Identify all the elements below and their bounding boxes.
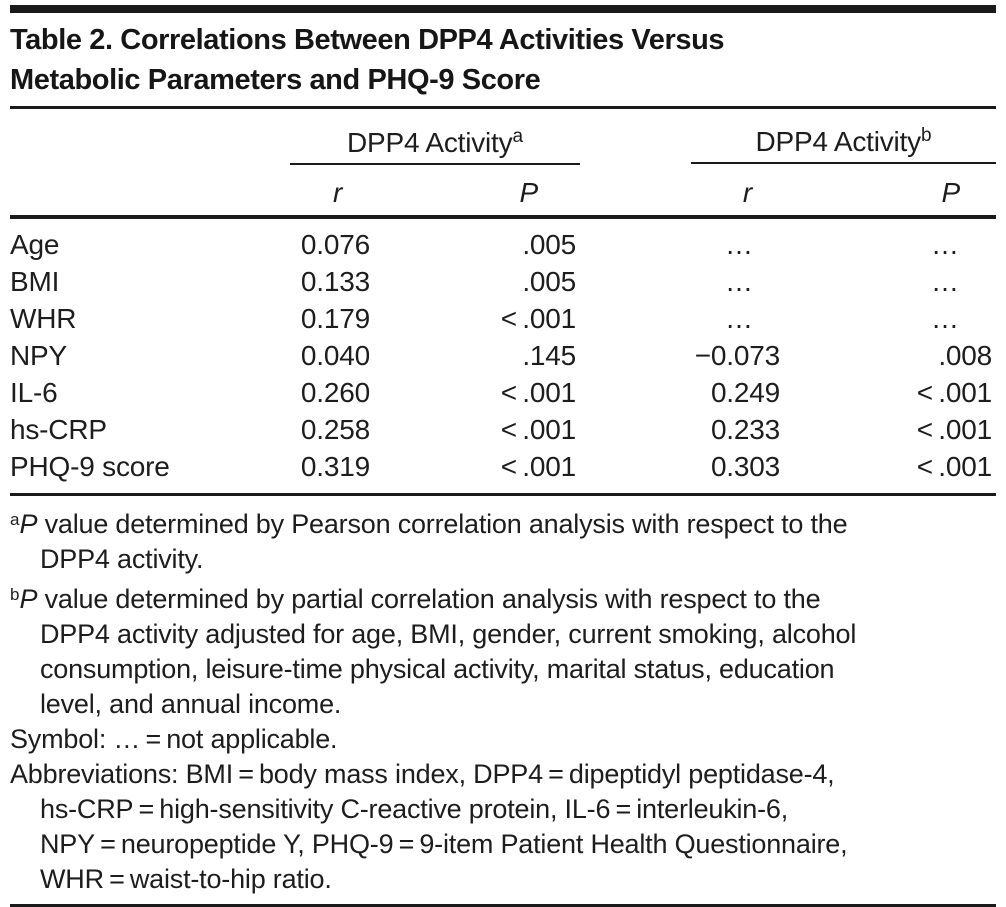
footnote-abbrev-line1: Abbreviations: BMI = body mass index, DP… xyxy=(10,759,835,789)
footnote-b-text: value determined by partial correlation … xyxy=(37,584,821,614)
footnote-abbrev-line4: WHR = waist-to-hip ratio. xyxy=(40,864,332,894)
footnote-a-line2: DPP4 activity. xyxy=(40,544,204,574)
table-row-age: Age 0.076 .005 … … xyxy=(10,217,996,263)
cell-p-a: .145 xyxy=(522,339,577,371)
param-label: NPY xyxy=(10,339,67,371)
param-label: BMI xyxy=(10,265,60,297)
footnote-b-line1: bP value determined by partial correlati… xyxy=(10,577,996,617)
empty-header-cell xyxy=(10,109,290,164)
cell-r-a: 0.179 xyxy=(300,302,370,334)
footnote-b-line2: DPP4 activity adjusted for age, BMI, gen… xyxy=(40,619,857,649)
footnote-a-marker: a xyxy=(10,510,20,529)
cell-r-b: … xyxy=(725,265,756,297)
cell-r-a: 0.133 xyxy=(300,265,370,297)
footnote-a-line1: aP value determined by Pearson correlati… xyxy=(10,502,996,542)
footnote-a-italic-p: P xyxy=(19,509,38,539)
param-label: WHR xyxy=(10,302,77,334)
sub-header-row: r P r P xyxy=(10,164,997,219)
footnote-marker-a: a xyxy=(512,126,524,147)
col-group-a-label: DPP4 Activity xyxy=(346,127,513,158)
header-r-b: r xyxy=(580,164,791,219)
col-group-b-underline: DPP4 Activityb xyxy=(691,125,997,164)
cell-r-b: … xyxy=(725,228,756,260)
cell-r-a: 0.076 xyxy=(300,228,370,260)
table-row-npy: NPY 0.040 .145 −0.073 .008 xyxy=(10,337,996,374)
cell-p-a: .005 xyxy=(522,228,577,260)
table-title-line1: Table 2. Correlations Between DPP4 Activ… xyxy=(10,24,725,56)
param-label: IL-6 xyxy=(10,376,58,408)
footnote-symbol: Symbol: … = not applicable. xyxy=(10,724,338,754)
cell-r-a: 0.260 xyxy=(300,376,370,408)
footnote-b-line4: level, and annual income. xyxy=(40,689,342,719)
cell-p-a: < .001 xyxy=(500,302,577,334)
param-label: PHQ-9 score xyxy=(10,450,170,482)
cell-r-b: 0.303 xyxy=(710,450,781,482)
header-p-b: P xyxy=(790,164,997,219)
footnote-abbrev-line3: NPY = neuropeptide Y, PHQ-9 = 9-item Pat… xyxy=(40,829,848,859)
footnotes: aP value determined by Pearson correlati… xyxy=(10,502,996,897)
footnote-b-line3: consumption, leisure-time physical activ… xyxy=(40,654,835,684)
cell-r-a: 0.040 xyxy=(300,339,370,371)
cell-p-b: < .001 xyxy=(916,450,993,482)
title-rule xyxy=(10,106,996,109)
cell-p-b: … xyxy=(931,302,962,334)
cell-p-b: < .001 xyxy=(916,413,993,445)
cell-r-b: −0.073 xyxy=(694,339,781,371)
empty-subheader-cell xyxy=(10,164,290,219)
cell-r-b: 0.233 xyxy=(710,413,781,445)
cell-p-b: .008 xyxy=(938,339,993,371)
col-group-dpp4-activity-b: DPP4 Activityb xyxy=(580,109,997,164)
cell-p-a: < .001 xyxy=(500,450,577,482)
table-row-whr: WHR 0.179 < .001 … … xyxy=(10,300,996,337)
footnote-marker-b: b xyxy=(920,125,932,146)
table-bottom-rule xyxy=(10,493,996,496)
table-row-phq9: PHQ-9 score 0.319 < .001 0.303 < .001 xyxy=(10,448,996,485)
cell-r-a: 0.258 xyxy=(300,413,370,445)
top-rule xyxy=(10,5,996,13)
cell-r-a: 0.319 xyxy=(300,450,370,482)
cell-p-b: < .001 xyxy=(916,376,993,408)
footnote-a-text: value determined by Pearson correlation … xyxy=(37,509,848,539)
table-row-il6: IL-6 0.260 < .001 0.249 < .001 xyxy=(10,374,996,411)
cell-p-b: … xyxy=(931,228,962,260)
cell-p-a: < .001 xyxy=(500,413,577,445)
table-row-hscrp: hs-CRP 0.258 < .001 0.233 < .001 xyxy=(10,411,996,448)
footnote-abbrev-line2: hs-CRP = high-sensitivity C-reactive pro… xyxy=(40,794,789,824)
cell-p-b: … xyxy=(931,265,962,297)
param-label: Age xyxy=(10,228,60,260)
header-r-a: r xyxy=(290,164,385,219)
col-group-dpp4-activity-a: DPP4 Activitya xyxy=(290,109,581,165)
table-title: Table 2. Correlations Between DPP4 Activ… xyxy=(10,20,996,100)
correlation-table: DPP4 Activitya DPP4 Activityb r P r P Ag… xyxy=(10,109,997,485)
column-group-row: DPP4 Activitya DPP4 Activityb xyxy=(10,109,997,165)
header-p-a: P xyxy=(385,164,581,219)
footnote-b-marker: b xyxy=(10,585,20,604)
col-group-b-label: DPP4 Activity xyxy=(755,126,921,157)
table-title-line2: Metabolic Parameters and PHQ-9 Score xyxy=(10,64,541,96)
cell-r-b: … xyxy=(725,302,756,334)
cell-p-a: < .001 xyxy=(500,376,577,408)
cell-r-b: 0.249 xyxy=(710,376,781,408)
cell-p-a: .005 xyxy=(522,265,577,297)
footnote-b-italic-p: P xyxy=(19,584,38,614)
table-row-bmi: BMI 0.133 .005 … … xyxy=(10,263,996,300)
param-label: hs-CRP xyxy=(10,413,107,445)
